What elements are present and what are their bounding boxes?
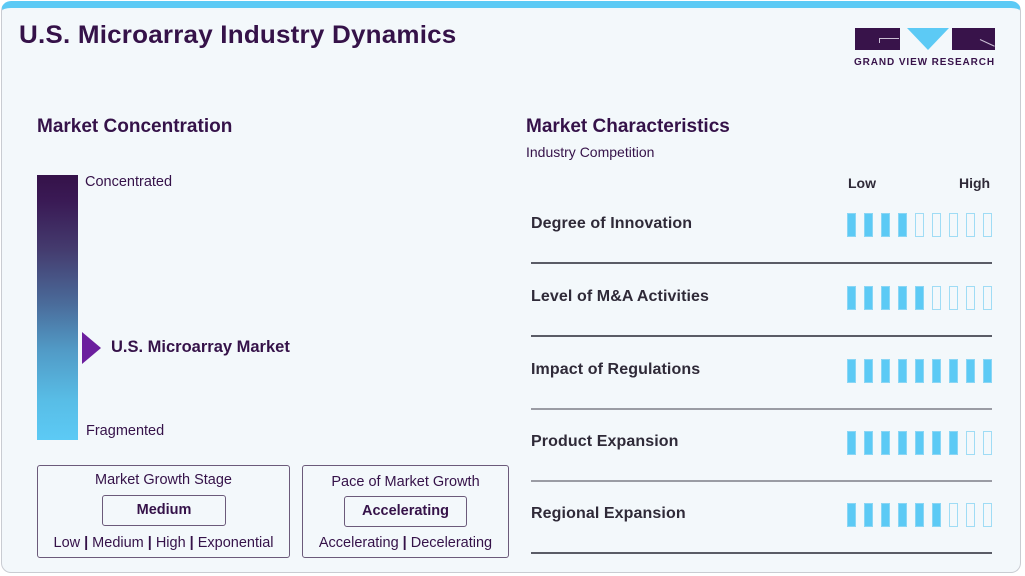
level-segment-filled-icon xyxy=(847,431,856,455)
level-meter xyxy=(847,359,1000,383)
level-segment-filled-icon xyxy=(932,503,941,527)
level-segment-filled-icon xyxy=(915,286,924,310)
characteristic-label: Regional Expansion xyxy=(531,505,686,522)
level-segment-filled-icon xyxy=(881,431,890,455)
row-divider xyxy=(531,408,992,410)
page-title: U.S. Microarray Industry Dynamics xyxy=(19,21,457,49)
level-meter xyxy=(847,431,1000,455)
level-segment-filled-icon xyxy=(898,286,907,310)
scale-high-label: High xyxy=(959,175,991,191)
level-meter xyxy=(847,503,1000,527)
level-segment-filled-icon xyxy=(864,286,873,310)
level-segment-empty-icon xyxy=(932,213,941,237)
option-accelerating: Accelerating xyxy=(318,535,399,551)
level-segment-empty-icon xyxy=(983,431,992,455)
growth-pace-value: Accelerating xyxy=(344,496,467,527)
row-divider xyxy=(531,262,992,264)
level-segment-empty-icon xyxy=(915,213,924,237)
level-segment-empty-icon xyxy=(966,503,975,527)
level-segment-empty-icon xyxy=(983,213,992,237)
level-segment-filled-icon xyxy=(949,359,958,383)
option-low: Low xyxy=(53,535,81,551)
level-segment-filled-icon xyxy=(915,431,924,455)
growth-stage-value: Medium xyxy=(102,495,226,526)
level-segment-empty-icon xyxy=(932,286,941,310)
characteristic-label: Degree of Innovation xyxy=(531,215,693,232)
market-position-label: U.S. Microarray Market xyxy=(111,338,290,356)
growth-stage-title: Market Growth Stage xyxy=(95,472,232,488)
level-segment-filled-icon xyxy=(966,359,975,383)
pace-of-market-growth-box: Pace of Market Growth Accelerating Accel… xyxy=(302,465,509,558)
level-segment-empty-icon xyxy=(966,286,975,310)
logo-text: GRAND VIEW RESEARCH xyxy=(854,57,995,68)
logo-v-triangle-icon xyxy=(907,28,949,50)
growth-pace-title: Pace of Market Growth xyxy=(331,474,480,490)
level-segment-filled-icon xyxy=(864,503,873,527)
level-segment-filled-icon xyxy=(949,431,958,455)
level-segment-empty-icon xyxy=(966,431,975,455)
growth-pace-options: Accelerating | Decelerating xyxy=(318,535,493,551)
level-segment-empty-icon xyxy=(983,286,992,310)
level-segment-filled-icon xyxy=(881,213,890,237)
level-segment-filled-icon xyxy=(915,359,924,383)
level-segment-filled-icon xyxy=(881,359,890,383)
level-segment-empty-icon xyxy=(983,503,992,527)
market-position-arrow-icon xyxy=(82,332,101,364)
level-meter xyxy=(847,213,1000,237)
level-segment-filled-icon xyxy=(864,213,873,237)
characteristic-label: Product Expansion xyxy=(531,433,679,450)
fragmented-label: Fragmented xyxy=(86,423,165,439)
level-segment-filled-icon xyxy=(847,503,856,527)
logo-g-stroke-2 xyxy=(879,38,880,43)
level-segment-filled-icon xyxy=(881,503,890,527)
characteristic-row: Regional Expansion xyxy=(531,490,992,563)
level-meter xyxy=(847,286,1000,310)
level-segment-empty-icon xyxy=(966,213,975,237)
logo-g-stroke xyxy=(879,38,899,39)
level-segment-filled-icon xyxy=(847,359,856,383)
level-segment-filled-icon xyxy=(847,286,856,310)
market-growth-stage-box: Market Growth Stage Medium Low | Medium | Hi… xyxy=(37,465,290,558)
characteristic-row: Impact of Regulations xyxy=(531,346,992,419)
level-segment-filled-icon xyxy=(881,286,890,310)
level-segment-filled-icon xyxy=(932,359,941,383)
market-concentration-title: Market Concentration xyxy=(37,116,233,137)
level-segment-filled-icon xyxy=(864,431,873,455)
level-segment-filled-icon xyxy=(898,431,907,455)
level-segment-empty-icon xyxy=(949,213,958,237)
scale-low-label: Low xyxy=(848,175,876,191)
level-segment-filled-icon xyxy=(898,503,907,527)
logo-r-block-icon xyxy=(952,28,995,50)
level-segment-empty-icon xyxy=(949,286,958,310)
characteristic-label: Level of M&A Activities xyxy=(531,288,710,305)
industry-competition-subtitle: Industry Competition xyxy=(526,144,655,160)
concentration-gradient-bar xyxy=(37,175,78,440)
characteristic-row: Level of M&A Activities xyxy=(531,273,992,346)
growth-stage-options: Low | Medium | High | Exponential xyxy=(53,535,274,551)
concentrated-label: Concentrated xyxy=(85,174,173,190)
level-segment-filled-icon xyxy=(847,213,856,237)
level-segment-filled-icon xyxy=(864,359,873,383)
logo-g-block-icon xyxy=(855,28,900,50)
option-decelerating: Decelerating xyxy=(410,535,493,551)
option-medium: Medium xyxy=(92,535,144,551)
level-segment-filled-icon xyxy=(898,213,907,237)
level-segment-empty-icon xyxy=(949,503,958,527)
grand-view-research-logo: GRAND VIEW RESEARCH xyxy=(854,20,999,70)
option-high: High xyxy=(155,535,186,551)
level-segment-filled-icon xyxy=(898,359,907,383)
row-divider xyxy=(531,335,992,337)
row-divider xyxy=(531,552,992,554)
level-segment-filled-icon xyxy=(932,431,941,455)
characteristic-label: Impact of Regulations xyxy=(531,361,701,378)
option-exponential: Exponential xyxy=(197,535,274,551)
characteristic-row: Degree of Innovation xyxy=(531,200,992,273)
level-segment-filled-icon xyxy=(915,503,924,527)
level-segment-filled-icon xyxy=(983,359,992,383)
characteristic-row: Product Expansion xyxy=(531,418,992,491)
market-characteristics-title: Market Characteristics xyxy=(526,116,730,137)
row-divider xyxy=(531,480,992,482)
